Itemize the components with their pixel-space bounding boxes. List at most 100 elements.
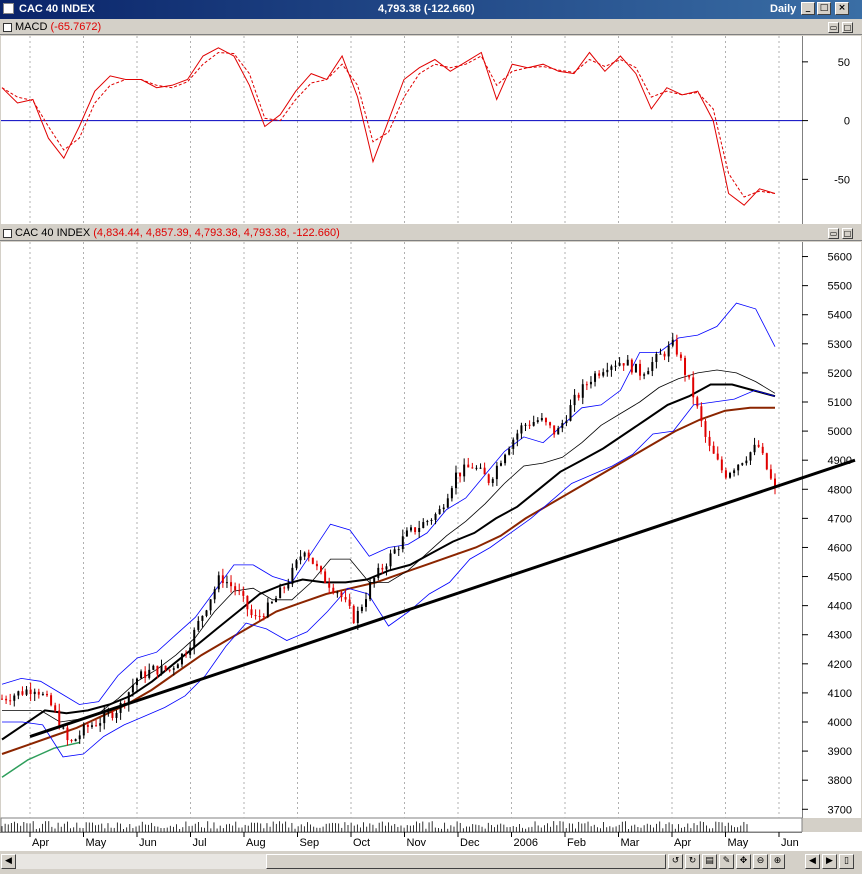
toolbar-tool-icon[interactable]: ▤ xyxy=(702,854,717,869)
candle-body xyxy=(295,560,298,568)
candle-body xyxy=(238,590,241,592)
candle-body xyxy=(254,615,257,617)
candle-body xyxy=(119,703,122,713)
price-y-tick-label: 4300 xyxy=(828,630,852,642)
candle-body xyxy=(115,712,118,718)
chart-canvas[interactable]: Apr May Jun Jul Aug Sep Oct Nov Dec 2006 Feb Mar Apr… xyxy=(0,0,862,851)
candle-body xyxy=(156,665,159,675)
candle-body xyxy=(332,587,335,593)
candle-body xyxy=(581,384,584,398)
scroll-left-button[interactable]: ◀ xyxy=(1,854,16,869)
zoom-out-icon[interactable]: ⊖ xyxy=(753,854,768,869)
pane-toggle-button[interactable]: ▯ xyxy=(839,854,854,869)
candle-body xyxy=(328,583,331,588)
candle-body xyxy=(287,584,290,589)
maximize-button[interactable]: □ xyxy=(817,2,831,15)
candle-body xyxy=(589,381,592,385)
close-button[interactable]: × xyxy=(835,2,849,15)
candle-body xyxy=(520,425,523,434)
candle-body xyxy=(487,474,490,483)
candle-body xyxy=(201,615,204,621)
candle-body xyxy=(291,567,294,585)
candle-body xyxy=(508,448,511,455)
bollinger-upper-band xyxy=(1,302,776,705)
candle-body xyxy=(549,422,552,426)
snap-icon[interactable]: ✥ xyxy=(736,854,751,869)
candle-body xyxy=(639,363,642,376)
candle-body xyxy=(401,536,404,550)
scroll-forward-button[interactable]: ▶ xyxy=(822,854,837,869)
candle-body xyxy=(193,629,196,648)
candle-body xyxy=(716,453,719,460)
pane-maximize-button[interactable]: □ xyxy=(842,228,853,239)
candle-body xyxy=(78,735,81,740)
candle-body xyxy=(499,463,502,466)
candle-body xyxy=(414,527,417,533)
candle-body xyxy=(74,739,77,742)
candle-body xyxy=(176,664,179,669)
candle-body xyxy=(679,354,682,358)
price-y-tick-label: 4500 xyxy=(828,572,852,584)
date-tick-label: Aug xyxy=(246,837,266,849)
pane-maximize-button[interactable]: □ xyxy=(842,22,853,33)
price-axis-area xyxy=(803,242,861,818)
candle-body xyxy=(365,599,368,607)
candle-body xyxy=(618,363,621,366)
toolbar-tool-icon[interactable]: ↻ xyxy=(685,854,700,869)
candle-body xyxy=(753,444,756,453)
price-pane-header: CAC 40 INDEX (4,834.44, 4,857.39, 4,793.… xyxy=(0,227,862,241)
zoom-in-icon[interactable]: ⊕ xyxy=(770,854,785,869)
candle-body xyxy=(275,598,278,603)
candle-body xyxy=(340,592,343,598)
candle-body xyxy=(512,439,515,449)
scrollbar-thumb[interactable] xyxy=(266,854,666,869)
chart-scrollbar[interactable]: ◀ ↺ ↻ ▤ ✎ ✥ ⊖ ⊕ ◀ ▶ ▯ xyxy=(0,851,862,874)
macd-plot-area xyxy=(1,36,802,224)
candle-body xyxy=(62,727,65,729)
scroll-back-button[interactable]: ◀ xyxy=(805,854,820,869)
candle-body xyxy=(733,470,736,474)
price-summary: 4,793.38 (-122.660) xyxy=(378,3,475,15)
candle-body xyxy=(491,479,494,483)
candle-body xyxy=(630,359,633,373)
candle-body xyxy=(700,406,703,422)
candle-body xyxy=(692,377,695,398)
candle-body xyxy=(598,373,601,376)
candle-body xyxy=(1,698,3,700)
candle-body xyxy=(348,599,351,606)
toolbar-tool-icon[interactable]: ↺ xyxy=(668,854,683,869)
price-y-tick-label: 5500 xyxy=(828,281,852,293)
candle-body xyxy=(614,365,617,367)
candle-body xyxy=(479,467,482,469)
candle-body xyxy=(745,460,748,464)
candle-body xyxy=(25,689,28,695)
price-y-tick-label: 5600 xyxy=(828,252,852,264)
candle-body xyxy=(279,587,282,599)
pane-restore-button[interactable]: ▭ xyxy=(828,228,839,239)
candle-body xyxy=(70,740,73,742)
toolbar-tool-icon[interactable]: ✎ xyxy=(719,854,734,869)
candle-body xyxy=(405,530,408,537)
candle-body xyxy=(667,345,670,357)
candle-body xyxy=(185,653,188,655)
scrollbar-track[interactable] xyxy=(16,854,666,869)
candle-body xyxy=(684,357,687,375)
candle-body xyxy=(761,446,764,454)
price-y-tick-label: 4900 xyxy=(828,455,852,467)
price-y-tick-label: 4100 xyxy=(828,688,852,700)
candle-body xyxy=(369,582,372,600)
candle-body xyxy=(320,566,323,572)
minimize-button[interactable]: _ xyxy=(801,2,815,15)
candle-body xyxy=(774,478,776,488)
candle-body xyxy=(688,374,691,378)
candle-body xyxy=(450,488,453,499)
pane-restore-button[interactable]: ▭ xyxy=(828,22,839,33)
candle-body xyxy=(58,710,61,728)
candle-body xyxy=(164,665,167,670)
candle-body xyxy=(606,369,609,373)
candle-body xyxy=(565,420,568,424)
candle-body xyxy=(671,339,674,346)
candle-body xyxy=(33,691,36,695)
candle-body xyxy=(585,384,588,386)
candle-body xyxy=(221,575,224,584)
